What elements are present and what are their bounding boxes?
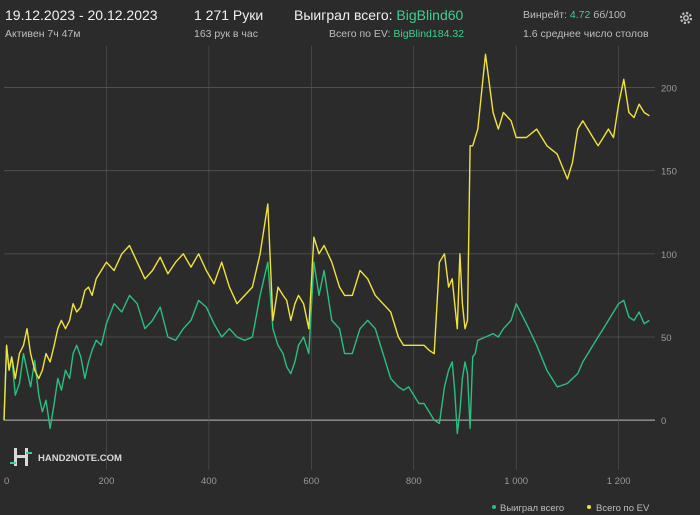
gear-icon[interactable]	[678, 10, 694, 26]
legend: Выиграл всего Всего по EV	[492, 503, 650, 514]
series-ev-line	[3, 53, 650, 421]
won-total-value: BigBlind60	[396, 7, 464, 23]
y-tick-label: 200	[661, 84, 677, 95]
x-tick-label: 200	[99, 476, 115, 487]
date-range: 19.12.2023 - 20.12.2023	[5, 7, 158, 23]
ev-total: Всего по EV: BigBlind184.32	[329, 28, 464, 40]
legend-ev-label: Всего по EV	[596, 503, 650, 514]
x-tick-label: 1 200	[607, 476, 631, 487]
x-tick-label: 800	[406, 476, 422, 487]
logo-mark-icon	[10, 448, 32, 466]
legend-ev-marker	[587, 505, 591, 509]
y-tick-label: 150	[661, 167, 677, 178]
y-tick-label: 0	[661, 416, 666, 427]
winrate-label: Винрейт:	[523, 9, 567, 21]
winrate: Винрейт: 4.72 бб/100	[523, 9, 626, 21]
won-total: Выиграл всего: BigBlind60	[294, 7, 463, 23]
winrate-unit: бб/100	[593, 9, 626, 21]
ev-total-label: Всего по EV:	[329, 28, 391, 40]
y-tick-label: 100	[661, 250, 677, 261]
x-tick-label: 0	[4, 476, 9, 487]
y-tick-label: 50	[661, 333, 672, 344]
active-time: Активен 7ч 47м	[5, 28, 81, 40]
grid	[4, 46, 655, 470]
hand2note-logo: HAND2NOTE.COM	[10, 448, 122, 466]
won-total-label: Выиграл всего:	[294, 7, 393, 23]
hands-count: 1 271 Руки	[194, 7, 264, 23]
legend-won-marker	[492, 505, 496, 509]
x-tick-label: 1 000	[504, 476, 528, 487]
legend-won-label: Выиграл всего	[500, 503, 564, 514]
x-tick-label: 400	[201, 476, 217, 487]
ev-total-value: BigBlind184.32	[393, 28, 464, 40]
logo-text: HAND2NOTE.COM	[38, 453, 122, 464]
avg-tables: 1.6 среднее число столов	[523, 28, 649, 40]
hands-per-hour: 163 рук в час	[194, 28, 258, 40]
x-tick-label: 600	[303, 476, 319, 487]
winrate-value: 4.72	[569, 9, 591, 21]
series-lines	[3, 53, 650, 435]
stats-header: 19.12.2023 - 20.12.2023 Активен 7ч 47м 1…	[0, 0, 700, 44]
tick-labels: 0 50 100 150 200 0 200 400 600 800 1 000 1 200	[4, 84, 677, 487]
series-won-line	[3, 261, 650, 435]
